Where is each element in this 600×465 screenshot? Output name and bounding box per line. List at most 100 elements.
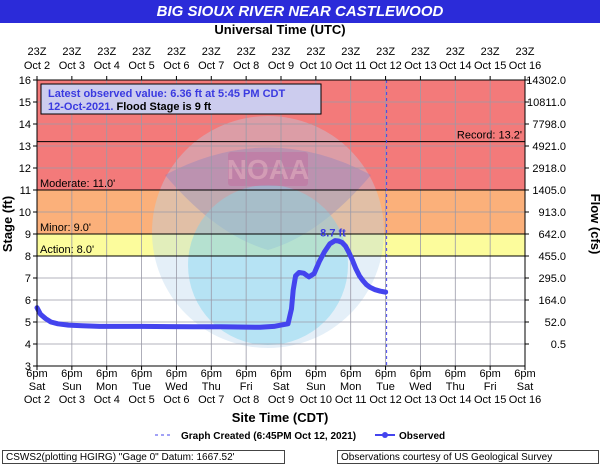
- utc-tick-time: 23Z: [411, 46, 430, 58]
- site-tick-day: Tue: [376, 381, 395, 393]
- title-banner: BIG SIOUX RIVER NEAR CASTLEWOOD: [0, 0, 600, 23]
- stage-tick-label: 8: [25, 251, 31, 263]
- utc-tick-date: Oct 6: [163, 60, 189, 72]
- site-tick-day: Sun: [62, 381, 82, 393]
- utc-tick-date: Oct 8: [233, 60, 259, 72]
- flow-tick-label: 455.0: [538, 251, 566, 263]
- flow-tick-label: 164.0: [538, 295, 566, 307]
- utc-tick-time: 23Z: [446, 46, 465, 58]
- stage-tick-label: 10: [19, 207, 31, 219]
- utc-tick-time: 23Z: [237, 46, 256, 58]
- observed-series-line: [34, 238, 389, 330]
- utc-tick-time: 23Z: [97, 46, 116, 58]
- site-tick-date: Oct 5: [128, 394, 154, 406]
- flow-tick-label: 0.5: [551, 339, 566, 351]
- legend-observed: Observed: [399, 431, 445, 442]
- stage-tick-label: 5: [25, 317, 31, 329]
- utc-tick-date: Oct 5: [128, 60, 154, 72]
- flow-tick-label: 913.0: [538, 207, 566, 219]
- utc-tick-date: Oct 16: [509, 60, 541, 72]
- flow-tick-label: 4921.0: [532, 141, 566, 153]
- action-label: Action: 8.0': [40, 244, 94, 256]
- site-tick-day: Thu: [446, 381, 465, 393]
- site-tick-time: 6pm: [235, 368, 256, 380]
- utc-tick-time: 23Z: [516, 46, 535, 58]
- chart-title: BIG SIOUX RIVER NEAR CASTLEWOOD: [156, 3, 444, 20]
- bottom-axis-title: Site Time (CDT): [232, 410, 329, 425]
- site-tick-date: Oct 9: [268, 394, 294, 406]
- site-tick-time: 6pm: [340, 368, 361, 380]
- stage-tick-label: 12: [19, 163, 31, 175]
- observations-credit: Observations courtesy of US Geological S…: [337, 450, 599, 464]
- site-tick-time: 6pm: [479, 368, 500, 380]
- flood-thresholds: Record: 13.2' Moderate: 11.0' Minor: 9.0' A…: [37, 130, 525, 257]
- peak-label: 8.7 ft: [320, 228, 346, 240]
- utc-tick-time: 23Z: [28, 46, 47, 58]
- latest-observed-point: [383, 289, 389, 295]
- flow-axis: 14302.0 10811.0 7798.0 4921.0 2918.0 1405.0 91…: [525, 75, 566, 351]
- site-tick-time: 6pm: [375, 368, 396, 380]
- y-axis-title: Stage (ft): [0, 196, 15, 252]
- site-tick-date: Oct 12: [369, 394, 401, 406]
- utc-tick-time: 23Z: [272, 46, 291, 58]
- site-tick-time: 6pm: [131, 368, 152, 380]
- site-tick-day: Thu: [202, 381, 221, 393]
- minor-label: Minor: 9.0': [40, 222, 91, 234]
- noaa-watermark: NOAA: [152, 116, 384, 348]
- site-tick-day: Mon: [96, 381, 117, 393]
- site-tick-day: Sun: [306, 381, 326, 393]
- site-tick-time: 6pm: [410, 368, 431, 380]
- stage-tick-label: 14: [19, 119, 31, 131]
- site-tick-time: 6pm: [514, 368, 535, 380]
- site-tick-day: Fri: [240, 381, 253, 393]
- site-tick-date: Oct 2: [24, 394, 50, 406]
- utc-tick-time: 23Z: [132, 46, 151, 58]
- site-tick-time: 6pm: [96, 368, 117, 380]
- y2-axis-title: Flow (cfs): [588, 194, 600, 255]
- site-tick-time: 6pm: [445, 368, 466, 380]
- moderate-label: Moderate: 11.0': [40, 178, 115, 190]
- flow-tick-label: 642.0: [538, 229, 566, 241]
- utc-tick-time: 23Z: [62, 46, 81, 58]
- site-tick-time: 6pm: [305, 368, 326, 380]
- site-tick-date: Oct 15: [474, 394, 506, 406]
- utc-tick-time: 23Z: [167, 46, 186, 58]
- site-tick-date: Oct 11: [335, 394, 367, 406]
- stage-tick-label: 9: [25, 229, 31, 241]
- datum-info: CSWS2(plotting HGIRG) "Gage 0" Datum: 16…: [2, 450, 285, 464]
- flow-tick-label: 10811.0: [527, 97, 566, 109]
- utc-tick-date: Oct 4: [94, 60, 120, 72]
- site-tick-day: Wed: [409, 381, 431, 393]
- site-tick-date: Oct 6: [163, 394, 189, 406]
- utc-tick-date: Oct 14: [439, 60, 471, 72]
- record-label: Record: 13.2': [457, 130, 522, 142]
- utc-tick-time: 23Z: [341, 46, 360, 58]
- site-tick-date: Oct 10: [300, 394, 332, 406]
- site-tick-date: Oct 7: [198, 394, 224, 406]
- stage-tick-label: 16: [19, 75, 31, 87]
- top-axis-title: Universal Time (UTC): [214, 22, 345, 37]
- utc-axis: 23Z Oct 2 23Z Oct 3 23Z Oct 4 23Z Oct 5 23Z Oct 6…: [24, 46, 541, 80]
- site-tick-date: Oct 13: [404, 394, 436, 406]
- stage-tick-label: 7: [25, 273, 31, 285]
- site-tick-day: Sat: [273, 381, 290, 393]
- utc-tick-date: Oct 7: [198, 60, 224, 72]
- site-tick-day: Tue: [132, 381, 151, 393]
- latest-observed-line1: Latest observed value: 6.36 ft at 5:45 P…: [48, 88, 285, 100]
- utc-tick-date: Oct 11: [335, 60, 367, 72]
- flow-tick-label: 1405.0: [532, 185, 566, 197]
- flow-tick-label: 52.0: [545, 317, 566, 329]
- flow-tick-label: 7798.0: [532, 119, 566, 131]
- site-tick-day: Sat: [29, 381, 46, 393]
- site-tick-time: 6pm: [270, 368, 291, 380]
- legend-graph-created: Graph Created (6:45PM Oct 12, 2021): [181, 431, 356, 442]
- utc-tick-date: Oct 9: [268, 60, 294, 72]
- flow-tick-label: 14302.0: [526, 75, 566, 87]
- utc-tick-time: 23Z: [306, 46, 325, 58]
- stage-tick-label: 15: [19, 97, 31, 109]
- flow-tick-label: 295.0: [538, 273, 566, 285]
- flow-tick-label: 2918.0: [532, 163, 566, 175]
- utc-tick-time: 23Z: [481, 46, 500, 58]
